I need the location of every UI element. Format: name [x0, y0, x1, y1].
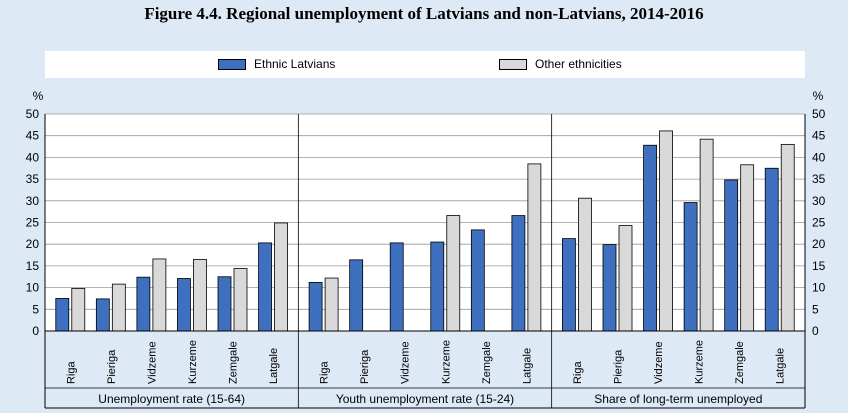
y-tick-label-right: 0: [812, 324, 819, 338]
legend-item-other-ethnicities: Other ethnicities: [499, 57, 622, 71]
category-label-latgale: Latgale: [268, 348, 280, 384]
category-label-pieriga: Pieriga: [106, 349, 118, 384]
y-axis-unit-right: %: [813, 89, 824, 103]
category-label-vidzeme: Vidzeme: [653, 341, 665, 384]
bar-vidzeme-other-ethnicities: [152, 258, 167, 332]
bar-latgale-ethnic-latvians: [764, 167, 779, 332]
bars: [55, 130, 795, 332]
panel-label: Share of long-term unemployed: [594, 392, 762, 406]
y-tick-label-left: 35: [26, 172, 40, 186]
category-label-pieriga: Pieriga: [613, 349, 625, 384]
category-label-vidzeme: Vidzeme: [146, 341, 158, 384]
bar-riga-ethnic-latvians: [308, 281, 323, 332]
legend-swatch-ethnic-latvians: [218, 58, 246, 70]
bar-kurzeme-ethnic-latvians: [683, 202, 698, 332]
bar-pieriga-other-ethnicities: [111, 283, 126, 332]
bar-riga-other-ethnicities: [578, 197, 592, 332]
y-tick-label-left: 40: [26, 150, 40, 164]
bar-vidzeme-ethnic-latvians: [643, 144, 657, 332]
axes: 0 0 5 5 10 10 15 15 20 20 25 25 30 30 35 35 40 40 45 45 50 50…: [26, 107, 826, 409]
y-tick-label-left: 0: [32, 324, 39, 338]
y-tick-label-right: 30: [812, 194, 826, 208]
bar-kurzeme-other-ethnicities: [699, 138, 714, 332]
bar-latgale-other-ethnicities: [527, 163, 542, 332]
bar-riga-ethnic-latvians: [55, 298, 70, 332]
y-tick-label-right: 5: [812, 302, 819, 316]
y-tick-label-left: 20: [26, 237, 40, 251]
legend-label-ethnic-latvians: Ethnic Latvians: [254, 57, 336, 71]
category-label-zemgale: Zemgale: [481, 341, 493, 384]
bar-kurzeme-other-ethnicities: [446, 215, 461, 332]
bar-latgale-other-ethnicities: [274, 222, 288, 332]
y-tick-label-left: 10: [26, 281, 40, 295]
bar-kurzeme-ethnic-latvians: [430, 241, 445, 332]
gridlines: [45, 113, 805, 332]
bar-kurzeme-ethnic-latvians: [177, 278, 191, 332]
bar-latgale-ethnic-latvians: [258, 242, 272, 332]
y-tick-label-right: 35: [812, 172, 826, 186]
bar-riga-other-ethnicities: [71, 288, 86, 332]
y-tick-label-left: 45: [26, 129, 40, 143]
category-label-latgale: Latgale: [521, 348, 533, 384]
bar-riga-ethnic-latvians: [562, 238, 576, 332]
y-tick-label-right: 10: [812, 281, 826, 295]
category-label-kurzeme: Kurzeme: [694, 340, 706, 384]
bar-pieriga-other-ethnicities: [618, 225, 633, 332]
y-tick-label-right: 15: [812, 259, 826, 273]
legend: Ethnic Latvians Other ethnicities: [45, 51, 805, 78]
bar-latgale-other-ethnicities: [780, 143, 795, 332]
bar-vidzeme-other-ethnicities: [659, 130, 673, 332]
y-tick-label-right: 20: [812, 237, 826, 251]
y-axis-unit-left: %: [33, 89, 44, 103]
bar-pieriga-ethnic-latvians: [349, 259, 364, 332]
y-tick-label-right: 50: [812, 107, 826, 121]
bar-zemgale-ethnic-latvians: [470, 229, 485, 332]
category-label-pieriga: Pieriga: [359, 349, 371, 384]
bar-latgale-ethnic-latvians: [511, 215, 526, 332]
legend-item-ethnic-latvians: Ethnic Latvians: [218, 57, 335, 71]
y-tick-label-left: 5: [32, 302, 39, 316]
bar-zemgale-other-ethnicities: [233, 268, 248, 332]
category-label-vidzeme: Vidzeme: [400, 341, 412, 384]
panel-label: Youth unemployment rate (15-24): [336, 392, 514, 406]
bar-pieriga-ethnic-latvians: [602, 244, 617, 332]
bar-pieriga-ethnic-latvians: [95, 298, 110, 332]
legend-swatch-other-ethnicities: [499, 58, 527, 70]
category-label-zemgale: Zemgale: [734, 341, 746, 384]
y-tick-label-left: 25: [26, 216, 40, 230]
category-label-kurzeme: Kurzeme: [187, 340, 199, 384]
category-label-riga: Riga: [319, 360, 331, 384]
y-tick-label-left: 50: [26, 107, 40, 121]
legend-label-other-ethnicities: Other ethnicities: [535, 57, 622, 71]
chart-title: Figure 4.4. Regional unemployment of Lat…: [144, 4, 704, 23]
category-label-riga: Riga: [572, 360, 584, 384]
y-tick-label-left: 30: [26, 194, 40, 208]
category-label-kurzeme: Kurzeme: [440, 340, 452, 384]
category-label-riga: Riga: [65, 360, 77, 384]
y-tick-label-left: 15: [26, 259, 40, 273]
y-tick-label-right: 45: [812, 129, 826, 143]
bar-zemgale-other-ethnicities: [740, 164, 755, 332]
category-label-latgale: Latgale: [775, 348, 787, 384]
bar-zemgale-ethnic-latvians: [724, 179, 739, 332]
category-label-zemgale: Zemgale: [228, 341, 240, 384]
y-tick-label-right: 25: [812, 216, 826, 230]
bar-vidzeme-ethnic-latvians: [389, 242, 404, 332]
bar-kurzeme-other-ethnicities: [193, 258, 207, 332]
bar-vidzeme-ethnic-latvians: [136, 276, 151, 332]
panel-label: Unemployment rate (15-64): [98, 392, 245, 406]
bar-zemgale-ethnic-latvians: [217, 276, 232, 332]
bar-riga-other-ethnicities: [324, 277, 339, 332]
y-tick-label-right: 40: [812, 150, 826, 164]
